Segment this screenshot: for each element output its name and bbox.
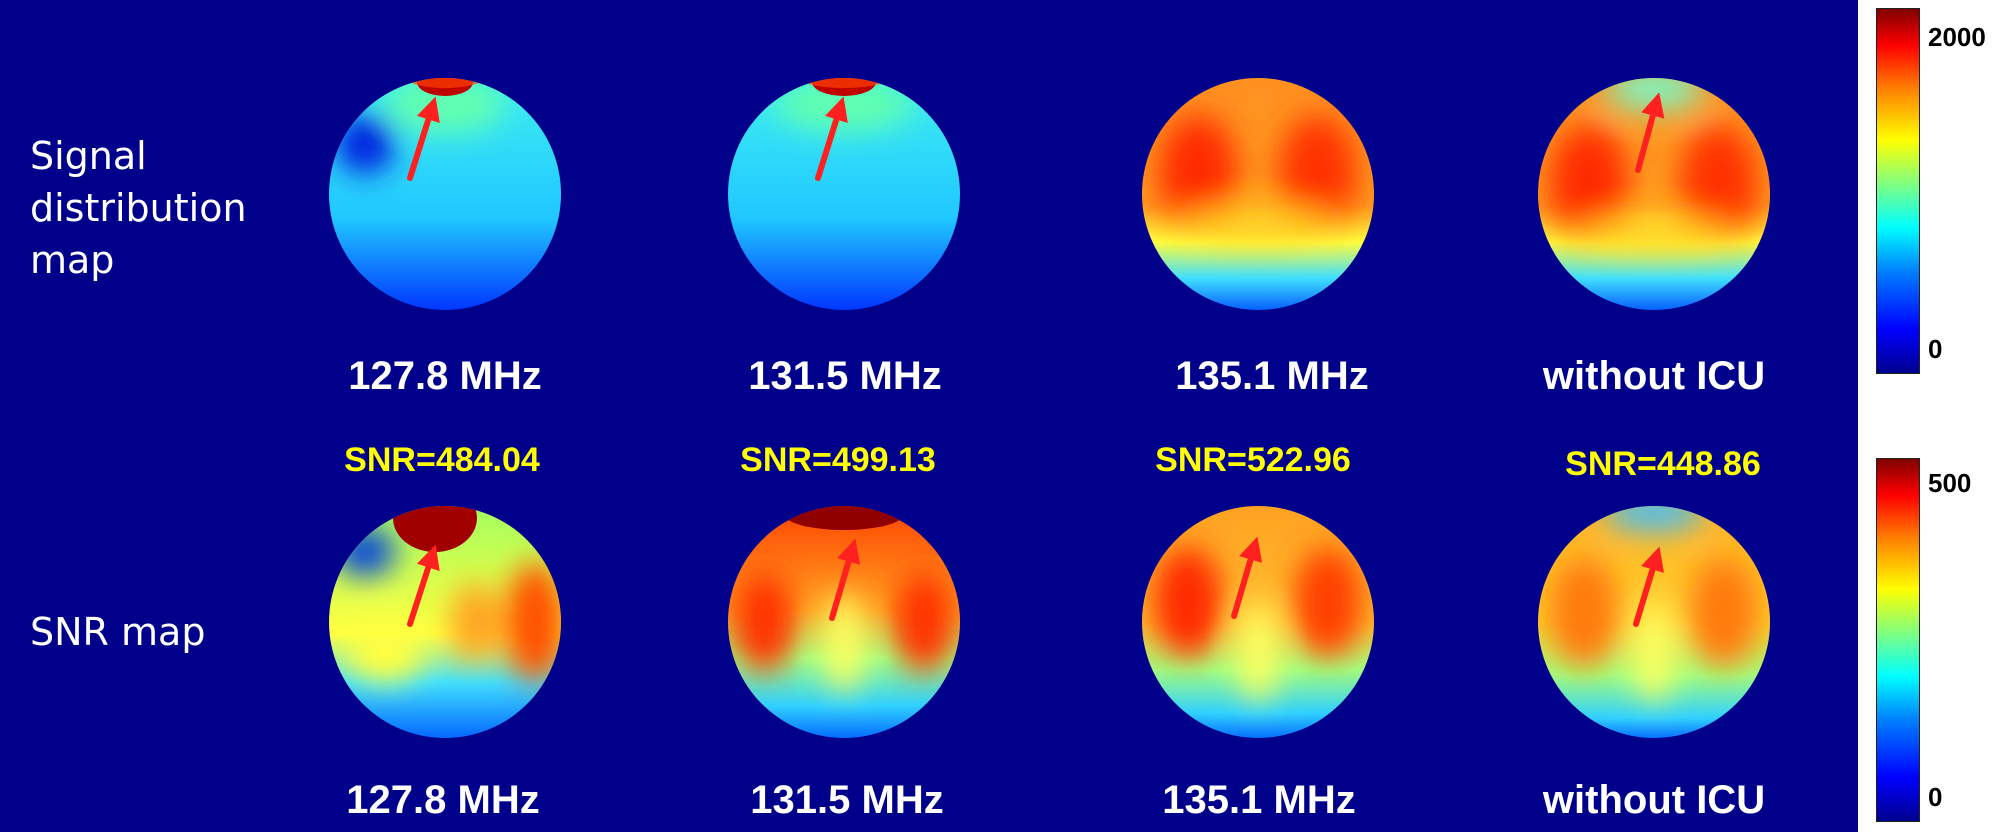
colorbar-snr <box>1876 458 1920 822</box>
red-arrow-icon <box>829 538 861 621</box>
colorbar-signal-min-label: 0 <box>1928 334 1943 364</box>
red-arrow-icon <box>1633 546 1665 627</box>
snr-value-2: SNR=499.13 <box>740 441 936 479</box>
colorbar-snr-min-label: 0 <box>1928 782 1943 812</box>
snr-freq-label-2: 131.5 MHz <box>750 778 944 822</box>
signal-map-127-8 <box>329 78 561 310</box>
signal-freq-label-4: without ICU <box>1542 354 1766 398</box>
snr-freq-label-3: 135.1 MHz <box>1162 778 1356 822</box>
colorbar-signal <box>1876 8 1920 374</box>
snr-map-without-icu <box>1538 506 1770 738</box>
figure-panel: Signal distribution map SNR map <box>0 0 1858 832</box>
red-arrow-icon <box>407 544 440 627</box>
colorbar-signal-max-label: 2000 <box>1928 22 1986 52</box>
colorbar-snr-max-label: 500 <box>1928 468 1972 498</box>
signal-freq-label-3: 135.1 MHz <box>1175 354 1369 398</box>
snr-value-4: SNR=448.86 <box>1565 445 1761 483</box>
row-label-line: distribution <box>30 186 247 230</box>
snr-map-131-5 <box>728 506 960 738</box>
snr-value-1: SNR=484.04 <box>344 441 540 479</box>
row-label-snr: SNR map <box>30 606 205 658</box>
snr-freq-label-4: without ICU <box>1542 778 1766 822</box>
row-label-line: map <box>30 238 115 282</box>
red-arrow-icon <box>1231 536 1263 619</box>
signal-freq-label-2: 131.5 MHz <box>748 354 942 398</box>
arrow-layer <box>407 92 1665 627</box>
snr-map-127-8 <box>329 506 561 738</box>
signal-map-135-1 <box>1142 78 1374 310</box>
row-label-signal: Signal distribution map <box>30 130 247 286</box>
signal-map-without-icu <box>1538 78 1770 310</box>
red-arrow-icon <box>407 96 440 181</box>
row-label-line: Signal <box>30 134 147 178</box>
snr-freq-label-1: 127.8 MHz <box>346 778 540 822</box>
signal-freq-label-1: 127.8 MHz <box>348 354 542 398</box>
red-arrow-icon <box>1635 92 1665 173</box>
snr-value-3: SNR=522.96 <box>1155 441 1351 479</box>
red-arrow-icon <box>815 96 848 181</box>
row-label-line: SNR map <box>30 610 206 654</box>
